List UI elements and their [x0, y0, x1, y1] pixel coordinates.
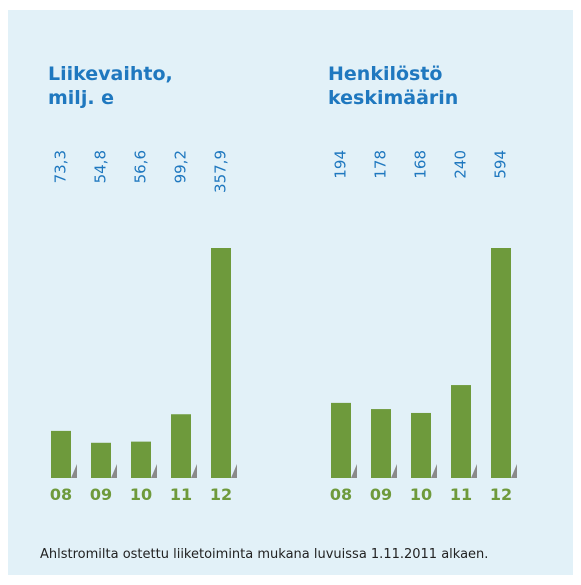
x-tick-label: 11	[450, 485, 472, 504]
chart-title: Liikevaihto,	[48, 63, 173, 85]
bar	[411, 412, 431, 478]
value-label: 357,9	[212, 150, 230, 193]
value-label: 73,3	[52, 150, 70, 183]
x-tick-label: 12	[210, 485, 232, 504]
chart-title: keskimäärin	[328, 87, 458, 109]
footnote: Ahlstromilta ostettu liiketoiminta mukan…	[40, 547, 488, 562]
chart-title: milj. e	[48, 87, 114, 109]
x-tick-label: 10	[410, 485, 432, 504]
x-tick-label: 11	[170, 485, 192, 504]
bar	[131, 441, 151, 478]
bar	[171, 414, 191, 478]
bar	[51, 430, 71, 478]
bar-shadow	[71, 464, 77, 478]
bar	[91, 442, 111, 478]
value-label: 178	[372, 150, 390, 179]
panel	[8, 10, 573, 575]
value-label: 54,8	[92, 150, 110, 183]
bar	[371, 409, 391, 478]
value-label: 194	[332, 150, 350, 179]
bar-shadow	[151, 464, 157, 478]
value-label: 240	[452, 150, 470, 179]
bar	[451, 385, 471, 478]
x-tick-label: 09	[370, 485, 392, 504]
x-tick-label: 09	[90, 485, 112, 504]
x-tick-label: 08	[330, 485, 352, 504]
value-label: 594	[492, 150, 510, 179]
value-label: 99,2	[172, 150, 190, 183]
x-tick-label: 08	[50, 485, 72, 504]
bar	[211, 248, 231, 478]
bar	[331, 402, 351, 478]
bar-shadow	[231, 464, 237, 478]
bar	[491, 248, 511, 478]
chart-title: Henkilöstö	[328, 63, 442, 85]
bar-shadow	[391, 464, 397, 478]
bar-shadow	[191, 464, 197, 478]
value-label: 168	[412, 150, 430, 179]
x-tick-label: 10	[130, 485, 152, 504]
bar-shadow	[111, 464, 117, 478]
bar-shadow	[471, 464, 477, 478]
value-label: 56,6	[132, 150, 150, 183]
x-tick-label: 12	[490, 485, 512, 504]
bar-shadow	[431, 464, 437, 478]
bar-shadow	[511, 464, 517, 478]
bar-shadow	[351, 464, 357, 478]
